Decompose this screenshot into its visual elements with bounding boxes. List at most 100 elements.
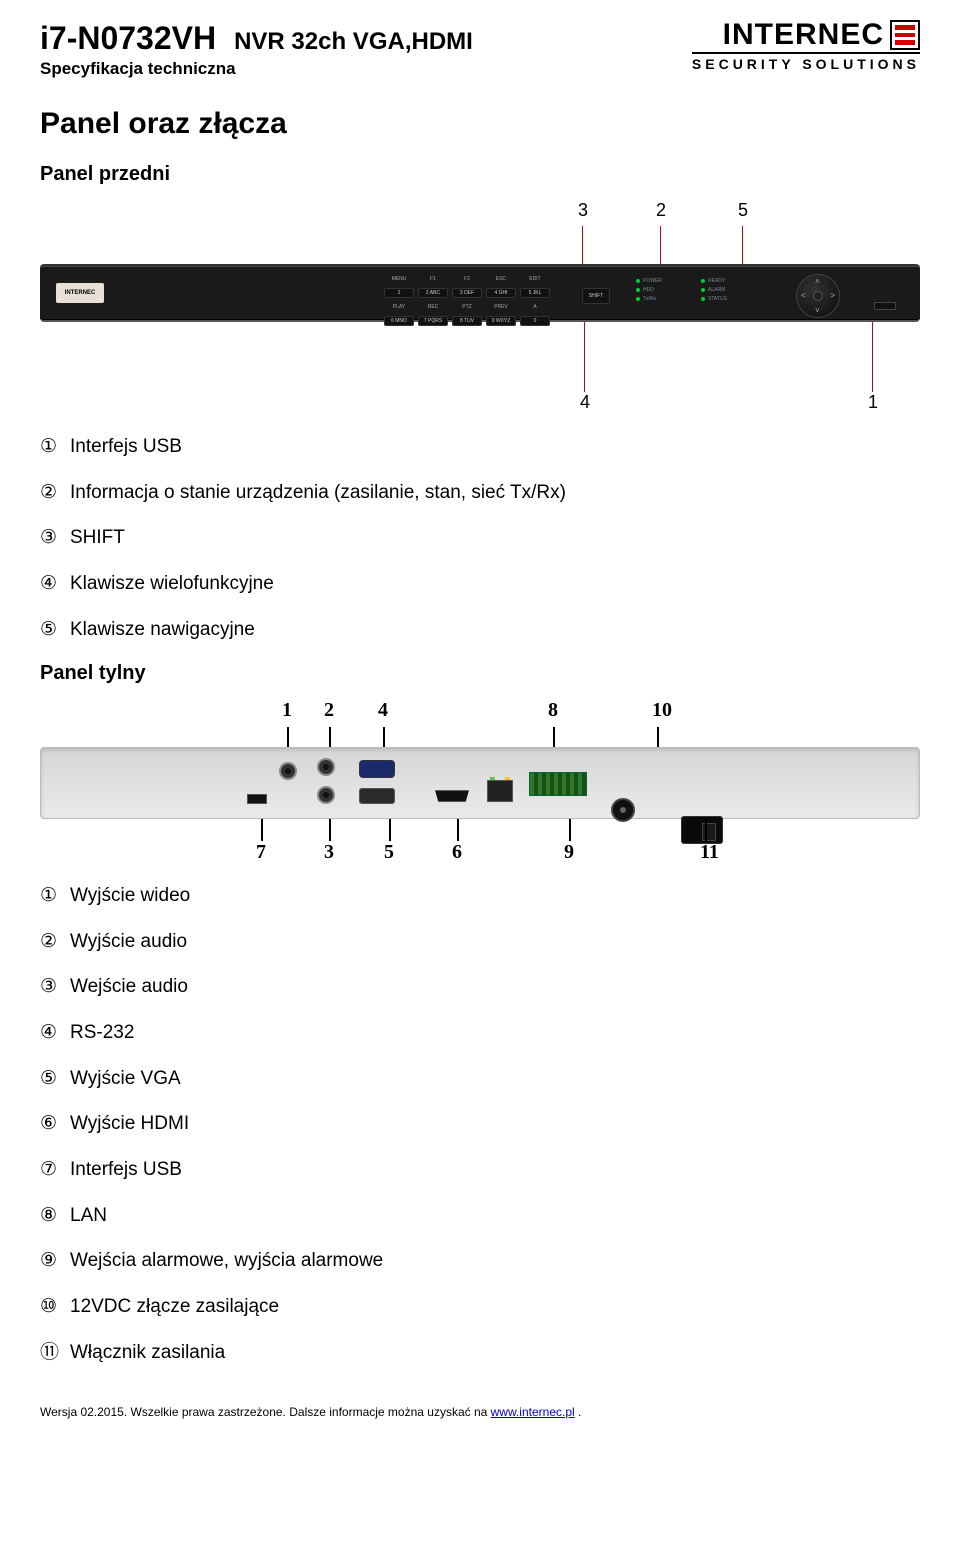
list-item: ③ SHIFT: [40, 525, 920, 551]
item-number: ⑥: [40, 1111, 62, 1137]
callout-5: 5: [738, 200, 748, 221]
footer-prefix: Wersja 02.2015. Wszelkie prawa zastrzeżo…: [40, 1405, 491, 1419]
arrow-right-icon: ˃: [830, 291, 835, 300]
item-text: Interfejs USB: [70, 434, 182, 460]
footer-suffix: .: [578, 1405, 581, 1419]
rear-callout: 4: [378, 699, 388, 722]
keypad-label: F1: [418, 274, 448, 284]
rear-top-leaders: [40, 727, 920, 747]
front-panel-diagram: 3 2 5 INTERNEC MENUF1F2ESCEDIT12 ABC3 DE…: [40, 200, 920, 416]
item-number: ⑤: [40, 1066, 62, 1092]
item-text: Wejście audio: [70, 974, 188, 1000]
rear-callout: 1: [282, 699, 292, 722]
video-out-bnc-icon: [279, 762, 297, 780]
keypad-label: F2: [452, 274, 482, 284]
rear-callout: 9: [564, 841, 574, 864]
list-item: ② Informacja o stanie urządzenia (zasilan…: [40, 480, 920, 506]
audio-in-bnc-icon: [317, 786, 335, 804]
keypad-key: 5 JKL: [520, 288, 550, 298]
logo-text: INTERNEC: [723, 20, 884, 50]
keypad-label: A: [520, 302, 550, 312]
front-items-list: ①Interfejs USB②Informacja o stanie urząd…: [40, 434, 920, 642]
list-item: ①Wyjście wideo: [40, 883, 920, 909]
rear-top-callouts: 1 2 4 8 10: [40, 699, 920, 727]
keypad-key: 3 DEF: [452, 288, 482, 298]
usb-port-icon: [247, 794, 267, 804]
logo-accent-icon: [890, 20, 920, 50]
item-number: ⑦: [40, 1157, 62, 1183]
keypad-label: MENU: [384, 274, 414, 284]
item-number: ②: [40, 929, 62, 955]
device-brand-badge: INTERNEC: [56, 283, 104, 303]
header-left: i7-N0732VH NVR 32ch VGA,HDMI Specyfikacj…: [40, 20, 473, 79]
rear-bottom-leaders: [40, 819, 920, 841]
audio-out-bnc-icon: [317, 758, 335, 776]
list-item: ⑥Wyjście HDMI: [40, 1111, 920, 1137]
item-text: Wyjście audio: [70, 929, 187, 955]
callout-2: 2: [656, 200, 666, 221]
front-bottom-callouts: 4 1: [40, 392, 920, 416]
callout-3: 3: [578, 200, 588, 221]
status-led-label: ALARM: [701, 287, 756, 293]
item-number: ④: [40, 1020, 62, 1046]
item-number: ③: [40, 974, 62, 1000]
status-led-label: Tx/Rx: [636, 296, 691, 302]
item-text: SHIFT: [70, 525, 125, 551]
front-panel-title: Panel przedni: [40, 163, 920, 186]
status-led-label: STATUS: [701, 296, 756, 302]
keypad-label: PREV: [486, 302, 516, 312]
keypad-label: PTZ: [452, 302, 482, 312]
list-item: ⑨ Wejścia alarmowe, wyjścia alarmowe: [40, 1248, 920, 1274]
footer-link[interactable]: www.internec.pl: [491, 1405, 575, 1419]
status-led-label: READY: [701, 278, 756, 284]
device-dpad: ˄ ˅ ˂ ˃: [796, 274, 840, 318]
callout-1: 1: [868, 392, 878, 413]
list-item: ④ RS-232: [40, 1020, 920, 1046]
keypad-key: 4 GHI: [486, 288, 516, 298]
product-desc: NVR 32ch VGA,HDMI: [234, 28, 473, 56]
item-text: LAN: [70, 1203, 107, 1229]
rear-callout: 2: [324, 699, 334, 722]
item-text: 12VDC złącze zasilające: [70, 1294, 279, 1320]
footer: Wersja 02.2015. Wszelkie prawa zastrzeżo…: [40, 1405, 920, 1419]
list-item: ④Klawisze wielofunkcyjne: [40, 571, 920, 597]
status-led-label: POWER: [636, 278, 691, 284]
list-item: ⑦Interfejs USB: [40, 1157, 920, 1183]
logo-sub: SECURITY SOLUTIONS: [692, 52, 920, 72]
list-item: ⑪Włącznik zasilania: [40, 1340, 920, 1366]
front-top-leaders: [40, 226, 920, 264]
item-text: RS-232: [70, 1020, 134, 1046]
item-text: Wejścia alarmowe, wyjścia alarmowe: [70, 1248, 383, 1274]
arrow-up-icon: ˄: [815, 277, 820, 286]
item-number: ②: [40, 480, 62, 506]
device-status-leds: POWERREADYHDDALARMTx/RxSTATUS: [636, 278, 756, 302]
rear-callout: 10: [652, 699, 672, 722]
item-text: Klawisze wielofunkcyjne: [70, 571, 274, 597]
rear-callout: 8: [548, 699, 558, 722]
hdmi-port-icon: [435, 790, 469, 802]
rear-panel-title: Panel tylny: [40, 662, 920, 685]
arrow-down-icon: ˅: [815, 306, 820, 315]
device-usb-port-icon: [874, 302, 896, 310]
item-number: ③: [40, 525, 62, 551]
dpad-center: [813, 291, 823, 301]
rear-callout: 6: [452, 841, 462, 864]
front-top-callouts: 3 2 5: [40, 200, 920, 226]
header: i7-N0732VH NVR 32ch VGA,HDMI Specyfikacj…: [40, 20, 920, 79]
keypad-key: 2 ABC: [418, 288, 448, 298]
item-text: Informacja o stanie urządzenia (zasilani…: [70, 480, 566, 506]
item-number: ⑨: [40, 1248, 62, 1274]
product-code: i7-N0732VH: [40, 20, 216, 57]
rear-panel-device: [40, 747, 920, 819]
list-item: ⑧LAN: [40, 1203, 920, 1229]
rear-callout: 7: [256, 841, 266, 864]
item-number: ⑩: [40, 1294, 62, 1320]
item-number: ⑤: [40, 617, 62, 643]
alarm-terminal-icon: [529, 772, 587, 796]
keypad-key: 1: [384, 288, 414, 298]
item-text: Klawisze nawigacyjne: [70, 617, 255, 643]
item-text: Włącznik zasilania: [70, 1340, 225, 1366]
device-keypad: MENUF1F2ESCEDIT12 ABC3 DEF4 GHI5 JKLPLAY…: [384, 274, 574, 326]
rear-callout: 3: [324, 841, 334, 864]
rear-bottom-callouts: 7356911: [40, 841, 920, 869]
